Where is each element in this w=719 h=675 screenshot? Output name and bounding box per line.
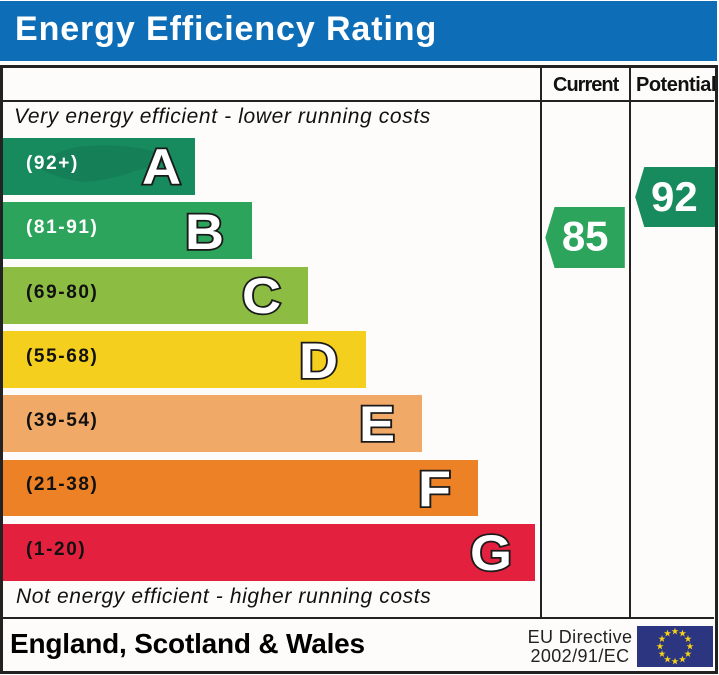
svg-text:85: 85 [562,212,609,259]
svg-text:92: 92 [651,173,698,220]
